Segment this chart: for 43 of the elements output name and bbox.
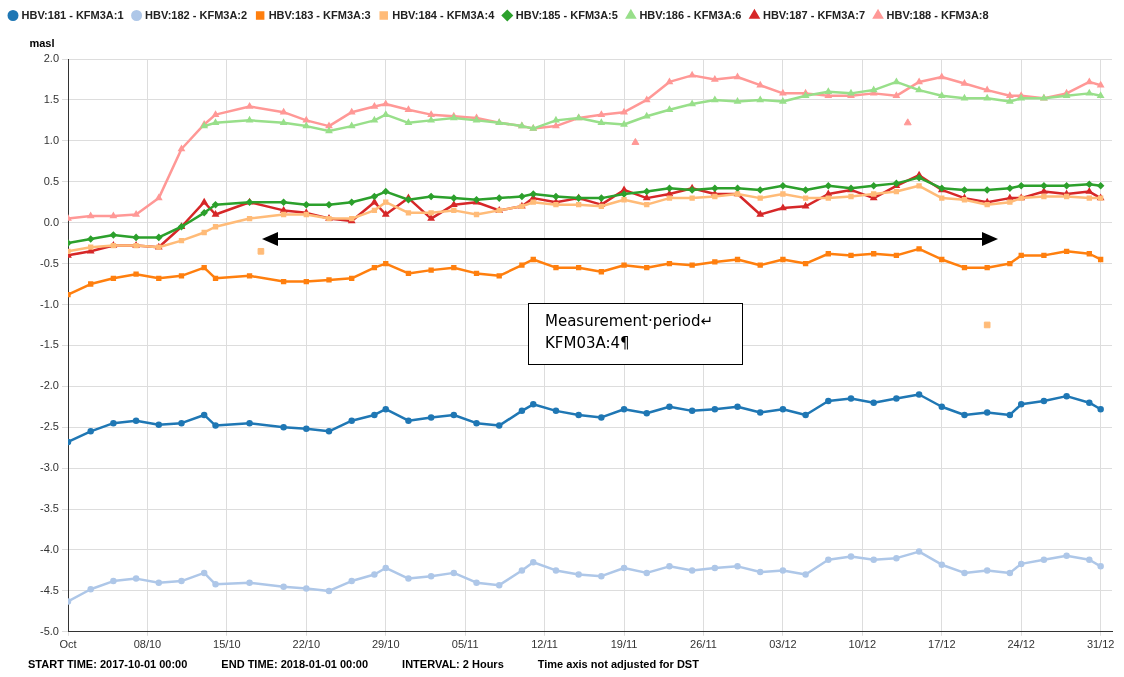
y-tick-label: -1.5 (40, 338, 59, 351)
y-tick-label: 1.0 (43, 133, 59, 146)
text: INTERVAL: 2 Hours (402, 658, 504, 670)
x-tick-label: 10/12 (848, 638, 877, 651)
y-axis-title: masl (29, 37, 55, 49)
y-tick-label: -0.5 (40, 256, 59, 269)
y-tick-label: -3.0 (40, 461, 59, 474)
x-tick-label: 03/12 (769, 638, 797, 651)
legend-label: HBV:182 - KFM3A:2 (145, 8, 248, 21)
y-tick-label: -2.5 (40, 420, 59, 433)
y-tick-label: -4.5 (40, 583, 59, 596)
text: END TIME: 2018-01-01 00:00 (221, 658, 369, 670)
x-tick-label: 22/10 (292, 638, 321, 651)
x-tick-label: 29/10 (371, 638, 400, 651)
x-tick-label: Oct (59, 638, 77, 651)
x-tick-label: 08/10 (133, 638, 162, 651)
x-tick-label: 12/11 (531, 638, 558, 651)
text: START TIME: 2017-10-01 00:00 (28, 658, 188, 670)
legend-label: HBV:181 - KFM3A:1 (21, 8, 124, 21)
x-tick-label: 26/11 (690, 638, 717, 651)
legend-label: HBV:188 - KFM3A:8 (886, 8, 989, 21)
legend-label: HBV:183 - KFM3A:3 (268, 8, 371, 21)
y-tick-label: 0.0 (43, 215, 59, 228)
y-tick-label: -4.0 (40, 543, 59, 555)
y-tick-label: 1.5 (43, 92, 59, 105)
legend-label: HBV:184 - KFM3A:4 (392, 8, 496, 21)
y-tick-label: -2.0 (40, 379, 59, 392)
x-tick-label: 05/11 (451, 638, 479, 651)
x-tick-label: 24/12 (1007, 638, 1035, 651)
text: Time axis not adjusted for DST (537, 658, 700, 670)
legend-label: HBV:185 - KFM3A:5 (515, 8, 618, 21)
legend-label: HBV:186 - KFM3A:6 (639, 8, 742, 21)
y-tick-label: -1.0 (40, 297, 59, 310)
x-tick-label: 15/10 (213, 638, 241, 651)
x-tick-label: 17/12 (928, 638, 956, 651)
y-tick-label: 2.0 (43, 52, 59, 65)
x-tick-label: 31/12 (1086, 638, 1115, 651)
legend-label: HBV:187 - KFM3A:7 (762, 8, 866, 21)
y-tick-label: -5.0 (40, 624, 59, 637)
y-tick-label: 0.5 (43, 174, 59, 187)
y-tick-label: -3.5 (40, 502, 59, 515)
x-tick-label: 19/11 (610, 638, 638, 651)
annotation: Measurement·period↵ KFM03A:4¶ (528, 303, 743, 365)
